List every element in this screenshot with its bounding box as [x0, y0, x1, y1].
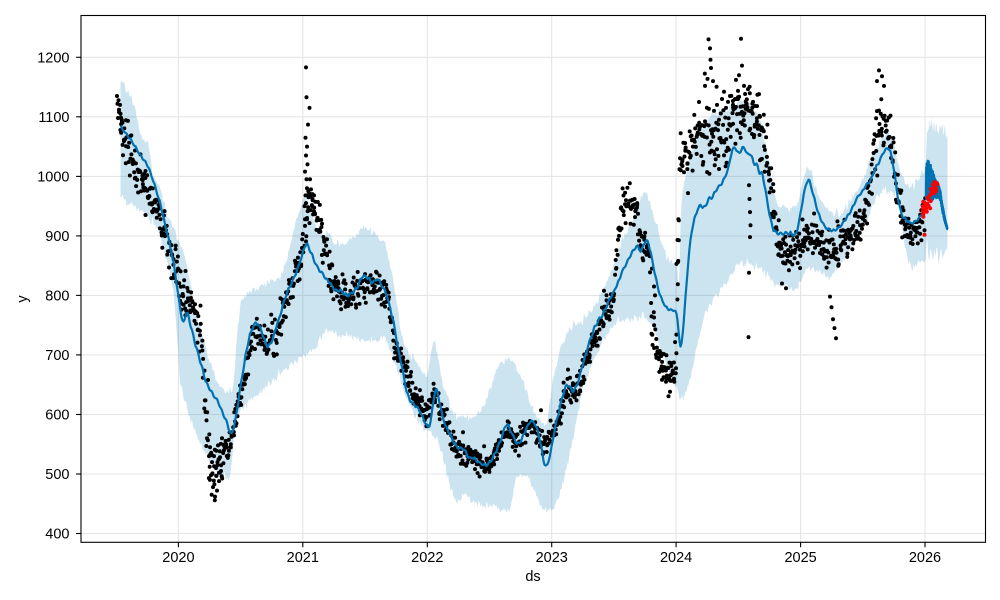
svg-text:1000: 1000	[37, 169, 69, 185]
svg-text:y: y	[15, 295, 31, 303]
svg-text:ds: ds	[525, 569, 540, 585]
svg-text:500: 500	[45, 467, 69, 483]
svg-text:600: 600	[45, 408, 69, 424]
svg-text:2026: 2026	[909, 550, 941, 566]
svg-text:1200: 1200	[37, 50, 69, 66]
svg-text:2022: 2022	[411, 550, 443, 566]
svg-text:2024: 2024	[660, 550, 692, 566]
svg-text:2023: 2023	[536, 550, 568, 566]
svg-text:800: 800	[45, 288, 69, 304]
svg-text:400: 400	[45, 527, 69, 543]
svg-text:900: 900	[45, 229, 69, 245]
svg-text:2020: 2020	[162, 550, 194, 566]
svg-text:2021: 2021	[287, 550, 319, 566]
svg-text:700: 700	[45, 348, 69, 364]
svg-text:1100: 1100	[38, 110, 69, 126]
svg-text:2025: 2025	[784, 550, 816, 566]
